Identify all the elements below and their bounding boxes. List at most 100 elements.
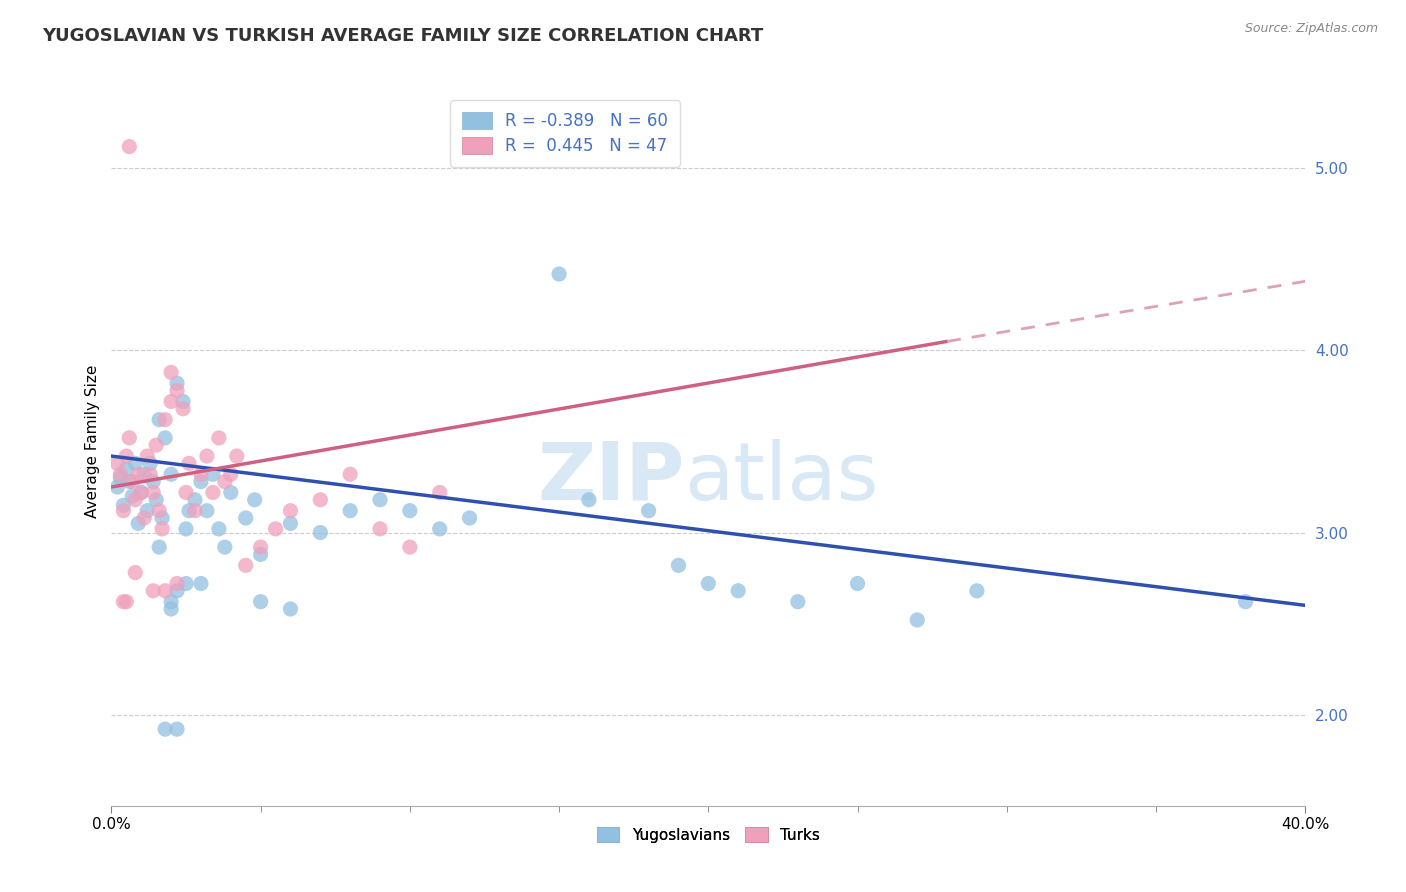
Point bbox=[105, 480, 128, 494]
Point bbox=[166, 576, 188, 591]
Point bbox=[208, 431, 231, 445]
Point bbox=[184, 504, 207, 518]
Point bbox=[243, 492, 266, 507]
Point bbox=[249, 540, 271, 554]
Point bbox=[184, 492, 207, 507]
Point bbox=[142, 583, 165, 598]
Point bbox=[174, 522, 197, 536]
Point bbox=[235, 511, 257, 525]
Point bbox=[166, 376, 188, 391]
Point bbox=[139, 456, 162, 470]
Point bbox=[190, 576, 212, 591]
Point bbox=[121, 489, 143, 503]
Point bbox=[129, 485, 152, 500]
Point bbox=[153, 583, 176, 598]
Point bbox=[214, 475, 236, 489]
Point bbox=[160, 394, 183, 409]
Point bbox=[118, 475, 141, 489]
Point bbox=[142, 475, 165, 489]
Point bbox=[195, 449, 218, 463]
Point bbox=[129, 485, 152, 500]
Point bbox=[225, 449, 247, 463]
Point bbox=[110, 471, 132, 485]
Point bbox=[153, 722, 176, 736]
Point bbox=[172, 394, 194, 409]
Point bbox=[139, 467, 162, 482]
Point bbox=[280, 516, 302, 531]
Point bbox=[190, 467, 212, 482]
Point bbox=[214, 540, 236, 554]
Point bbox=[905, 613, 928, 627]
Point bbox=[172, 401, 194, 416]
Point bbox=[166, 583, 188, 598]
Point bbox=[148, 540, 170, 554]
Point bbox=[160, 602, 183, 616]
Point bbox=[160, 365, 183, 379]
Point bbox=[339, 467, 361, 482]
Point bbox=[309, 525, 332, 540]
Point bbox=[727, 583, 749, 598]
Point bbox=[118, 431, 141, 445]
Point bbox=[145, 438, 167, 452]
Point bbox=[195, 504, 218, 518]
Point bbox=[458, 511, 481, 525]
Point bbox=[148, 412, 170, 426]
Point bbox=[115, 462, 138, 476]
Point bbox=[136, 449, 159, 463]
Point bbox=[150, 511, 173, 525]
Text: Source: ZipAtlas.com: Source: ZipAtlas.com bbox=[1244, 22, 1378, 36]
Point bbox=[177, 456, 200, 470]
Point bbox=[697, 576, 720, 591]
Point bbox=[160, 467, 183, 482]
Point bbox=[201, 485, 224, 500]
Point bbox=[219, 485, 242, 500]
Point bbox=[136, 504, 159, 518]
Point bbox=[134, 511, 156, 525]
Point bbox=[208, 522, 231, 536]
Point bbox=[174, 576, 197, 591]
Point bbox=[121, 475, 143, 489]
Point bbox=[399, 540, 422, 554]
Point bbox=[249, 595, 271, 609]
Point bbox=[127, 516, 149, 531]
Text: YUGOSLAVIAN VS TURKISH AVERAGE FAMILY SIZE CORRELATION CHART: YUGOSLAVIAN VS TURKISH AVERAGE FAMILY SI… bbox=[42, 27, 763, 45]
Legend: Yugoslavians, Turks: Yugoslavians, Turks bbox=[591, 821, 827, 849]
Y-axis label: Average Family Size: Average Family Size bbox=[86, 365, 100, 518]
Point bbox=[368, 492, 391, 507]
Point bbox=[548, 267, 571, 281]
Point bbox=[110, 467, 132, 482]
Point bbox=[115, 449, 138, 463]
Point bbox=[115, 595, 138, 609]
Point bbox=[174, 485, 197, 500]
Point bbox=[249, 548, 271, 562]
Point bbox=[166, 722, 188, 736]
Point bbox=[142, 485, 165, 500]
Point bbox=[153, 431, 176, 445]
Point bbox=[578, 492, 600, 507]
Point bbox=[966, 583, 988, 598]
Point bbox=[429, 522, 451, 536]
Point bbox=[190, 475, 212, 489]
Point bbox=[127, 467, 149, 482]
Point bbox=[846, 576, 869, 591]
Point bbox=[105, 456, 128, 470]
Point bbox=[339, 504, 361, 518]
Point bbox=[134, 467, 156, 482]
Point bbox=[112, 595, 135, 609]
Point bbox=[150, 522, 173, 536]
Point bbox=[124, 492, 146, 507]
Point bbox=[145, 492, 167, 507]
Point bbox=[280, 602, 302, 616]
Point bbox=[124, 566, 146, 580]
Point bbox=[1234, 595, 1257, 609]
Point bbox=[148, 504, 170, 518]
Point bbox=[177, 504, 200, 518]
Point bbox=[368, 522, 391, 536]
Point bbox=[309, 492, 332, 507]
Point bbox=[201, 467, 224, 482]
Point bbox=[219, 467, 242, 482]
Point bbox=[166, 384, 188, 398]
Text: ZIP: ZIP bbox=[537, 439, 685, 517]
Point bbox=[637, 504, 659, 518]
Point bbox=[786, 595, 808, 609]
